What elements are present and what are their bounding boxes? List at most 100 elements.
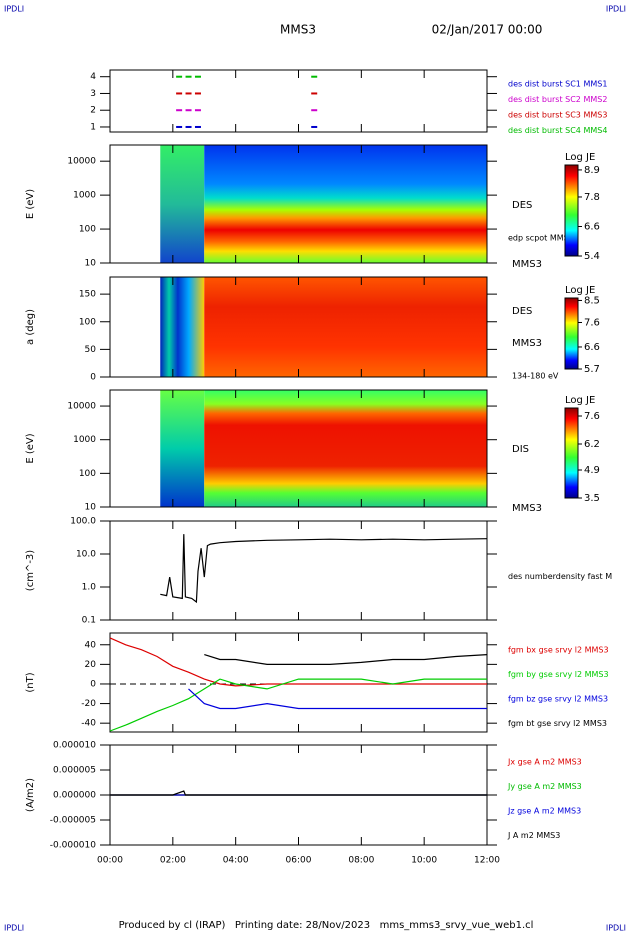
- panel-label: edp scpot MMS3: [508, 234, 574, 243]
- colorbar-tick-label: 7.6: [584, 317, 600, 328]
- legend-entry: Jx gse A m2 MMS3: [507, 758, 582, 767]
- colorbar-tick-label: 6.2: [584, 439, 600, 450]
- y-tick-label: 100: [79, 469, 96, 479]
- y-tick-label: 0: [90, 373, 96, 383]
- colorbar-title: Log JE: [565, 152, 595, 163]
- y-tick-label: 0.000005: [53, 766, 96, 776]
- spectrogram-image: [160, 145, 205, 263]
- y-axis-label: (cm^-3): [25, 550, 36, 591]
- y-tick-label: 10000: [67, 157, 96, 167]
- y-axis-label: (nT): [25, 672, 36, 692]
- colorbar-tick-label: 3.5: [584, 493, 600, 504]
- marker: [176, 75, 183, 78]
- legend-entry: fgm bz gse srvy l2 MMS3: [508, 695, 608, 704]
- panel-label: DIS: [512, 444, 529, 455]
- marker: [176, 109, 183, 112]
- series-line: [109, 678, 487, 732]
- legend-entry: Jz gse A m2 MMS3: [507, 807, 581, 816]
- y-tick-label: 40: [85, 640, 97, 650]
- x-tick-label: 10:00: [411, 856, 437, 866]
- panel-label: DES: [512, 306, 532, 317]
- colorbar-tick-label: 5.7: [584, 364, 600, 375]
- legend-entry: des dist burst SC2 MMS2: [508, 95, 607, 104]
- y-axis-label: (A/m2): [25, 778, 36, 812]
- spectrogram-image: [160, 390, 205, 507]
- panel-frame: [109, 520, 488, 621]
- y-tick-label: 1.0: [82, 583, 97, 593]
- marker: [176, 92, 183, 95]
- series-line: [204, 654, 488, 665]
- legend-entry: J A m2 MMS3: [507, 831, 560, 840]
- marker: [311, 109, 318, 112]
- y-tick-label: 100.0: [70, 517, 96, 527]
- panel-frame: [109, 632, 488, 733]
- x-tick-label: 06:00: [286, 856, 312, 866]
- colorbar-tick-label: 6.6: [584, 221, 600, 232]
- y-axis-label: a (deg): [25, 309, 36, 345]
- y-tick-label: 1000: [73, 191, 96, 201]
- marker: [185, 109, 192, 112]
- spectrogram-image: [204, 145, 487, 263]
- corner-label: IPDLI: [606, 5, 626, 14]
- panel-label: MMS3: [512, 503, 542, 514]
- y-tick-label: 10.0: [76, 550, 96, 560]
- y-tick-label: 10: [85, 259, 97, 269]
- y-axis-label: E (eV): [25, 189, 36, 219]
- spectrogram-image: [204, 277, 487, 377]
- x-tick-label: 04:00: [223, 856, 249, 866]
- spectrogram-image: [204, 390, 487, 507]
- colorbar-title: Log JE: [565, 395, 595, 406]
- marker: [194, 92, 201, 95]
- panel-label: 134-180 eV: [512, 372, 559, 381]
- y-tick-label: 20: [85, 660, 97, 670]
- marker: [311, 75, 318, 78]
- marker: [185, 125, 192, 128]
- marker: [194, 75, 201, 78]
- x-tick-label: 02:00: [160, 856, 186, 866]
- panel-label: DES: [512, 200, 532, 211]
- legend-entry: des dist burst SC1 MMS1: [508, 80, 607, 89]
- y-tick-label: 150: [79, 290, 96, 300]
- x-tick-label: 00:00: [97, 856, 123, 866]
- colorbar-tick-label: 4.9: [584, 465, 600, 476]
- colorbar: [564, 297, 579, 370]
- legend-entry: des numberdensity fast M: [508, 572, 612, 581]
- y-tick-label: 4: [90, 72, 96, 82]
- marker: [185, 75, 192, 78]
- panel-frame: [109, 69, 488, 133]
- colorbar-tick-label: 7.6: [584, 411, 600, 422]
- date: 02/Jan/2017 00:00: [432, 23, 543, 37]
- colorbar: [564, 164, 579, 257]
- title: MMS3: [280, 23, 316, 37]
- y-tick-label: 3: [90, 89, 96, 99]
- colorbar-tick-label: 8.9: [584, 165, 600, 176]
- legend-entry: fgm bx gse srvy l2 MMS3: [508, 646, 609, 655]
- y-tick-label: 100: [79, 317, 96, 327]
- panel-label: MMS3: [512, 338, 542, 349]
- legend-entry: fgm by gse srvy l2 MMS3: [508, 670, 609, 679]
- colorbar-tick-label: 8.5: [584, 295, 600, 306]
- y-tick-label: 0.000000: [53, 791, 96, 801]
- y-tick-label: -20: [81, 699, 96, 709]
- corner-label: IPDLI: [4, 924, 24, 933]
- y-tick-label: 1: [90, 122, 96, 132]
- y-tick-label: 2: [90, 106, 96, 116]
- series-line: [110, 790, 487, 796]
- marker: [185, 92, 192, 95]
- marker: [311, 92, 318, 95]
- y-tick-label: -0.000010: [50, 841, 96, 851]
- corner-label: IPDLI: [4, 5, 24, 14]
- colorbar-tick-label: 6.6: [584, 342, 600, 353]
- y-tick-label: -40: [81, 719, 96, 729]
- footer: Produced by cl (IRAP) Printing date: 28/…: [119, 920, 534, 931]
- y-tick-label: 10000: [67, 402, 96, 412]
- y-tick-label: 100: [79, 225, 96, 235]
- marker: [194, 109, 201, 112]
- colorbar: [564, 407, 579, 499]
- colorbar-tick-label: 7.8: [584, 192, 600, 203]
- legend-entry: des dist burst SC4 MMS4: [508, 126, 607, 135]
- spectrogram-image: [160, 277, 205, 377]
- y-tick-label: 50: [85, 345, 97, 355]
- y-tick-label: 0.1: [82, 616, 96, 626]
